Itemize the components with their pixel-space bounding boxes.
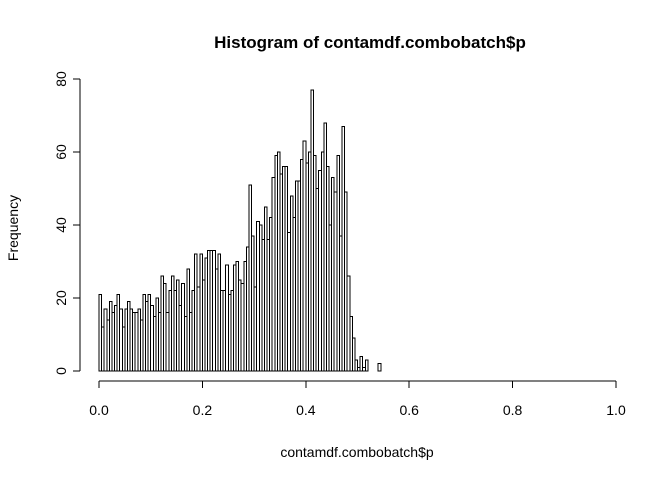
- x-tick-label: 0.4: [296, 402, 316, 418]
- histogram-bar: [354, 359, 359, 372]
- y-axis-label: Frequency: [5, 195, 21, 261]
- x-tick-label: 0.2: [193, 402, 213, 418]
- histogram-bar: [351, 337, 356, 372]
- x-axis-label: contamdf.combobatch$p: [280, 444, 434, 460]
- x-tick-label: 0.0: [89, 402, 109, 418]
- x-tick-label: 0.6: [399, 402, 419, 418]
- x-tick-label: 0.8: [503, 402, 523, 418]
- x-axis: 0.0 0.2 0.4 0.6 0.8 1.0: [89, 380, 626, 418]
- y-axis: 0 20 40 60 80: [53, 71, 81, 375]
- histogram-bar: [359, 355, 364, 372]
- x-tick-label: 1.0: [606, 402, 626, 418]
- bars-group: [98, 89, 382, 372]
- chart-title: Histogram of contamdf.combobatch$p: [214, 33, 526, 52]
- y-tick-label: 0: [53, 367, 69, 375]
- y-tick-label: 40: [53, 217, 69, 233]
- y-tick-label: 60: [53, 144, 69, 160]
- histogram-bar: [377, 363, 382, 372]
- histogram-bar: [364, 359, 369, 372]
- y-tick-label: 20: [53, 290, 69, 306]
- y-tick-label: 80: [53, 71, 69, 87]
